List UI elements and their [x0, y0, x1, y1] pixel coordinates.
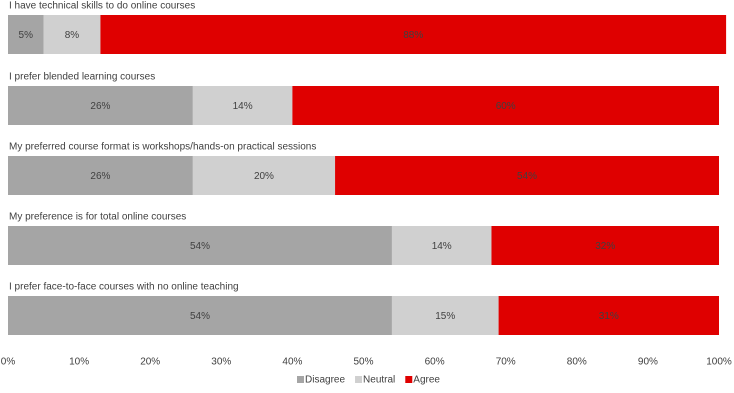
x-tick-label: 60% — [425, 357, 445, 368]
value-label: 26% — [90, 171, 110, 182]
bar-segment — [8, 15, 44, 54]
x-tick-label: 0% — [1, 357, 16, 368]
legend-label: Disagree — [305, 375, 345, 386]
x-tick-label: 70% — [496, 357, 516, 368]
legend-swatch — [405, 376, 413, 383]
value-label: 15% — [435, 311, 455, 322]
x-tick-label: 90% — [638, 357, 658, 368]
x-tick-label: 50% — [353, 357, 373, 368]
bar-segment — [8, 226, 392, 265]
value-label: 54% — [190, 241, 210, 252]
bar-segment — [391, 226, 492, 265]
value-label: 32% — [595, 241, 615, 252]
value-label: 54% — [517, 171, 537, 182]
bar-segment — [335, 156, 719, 195]
bar-segment — [192, 86, 293, 125]
x-tick-label: 20% — [140, 357, 160, 368]
category-label: I prefer face-to-face courses with no on… — [9, 282, 239, 293]
value-label: 8% — [65, 30, 80, 41]
category-label: I have technical skills to do online cou… — [9, 1, 195, 12]
bar-segment — [192, 156, 336, 195]
value-label: 31% — [599, 311, 619, 322]
x-tick-label: 40% — [282, 357, 302, 368]
value-label: 5% — [19, 30, 34, 41]
bar-segment — [498, 296, 719, 335]
legend-swatch — [297, 376, 304, 383]
bar-segment — [100, 15, 727, 54]
x-tick-label: 100% — [706, 357, 732, 368]
x-tick-label: 10% — [69, 357, 89, 368]
bar-segment — [43, 15, 101, 54]
value-label: 88% — [403, 30, 423, 41]
value-label: 54% — [190, 311, 210, 322]
legend-label: Agree — [413, 375, 440, 386]
x-tick-label: 30% — [211, 357, 231, 368]
value-label: 60% — [496, 101, 516, 112]
value-label: 20% — [254, 171, 274, 182]
bar-segment — [391, 296, 499, 335]
category-label: I prefer blended learning courses — [9, 72, 155, 83]
value-label: 26% — [90, 101, 110, 112]
bar-segment — [8, 296, 392, 335]
value-label: 14% — [233, 101, 253, 112]
bar-segment — [8, 156, 193, 195]
category-label: My preferred course format is workshops/… — [9, 142, 316, 153]
legend-swatch — [355, 376, 363, 383]
legend-label: Neutral — [363, 375, 395, 386]
x-tick-label: 80% — [567, 357, 587, 368]
category-label: My preference is for total online course… — [9, 212, 186, 223]
bar-segment — [491, 226, 719, 265]
value-label: 14% — [432, 241, 452, 252]
bar-segment — [292, 86, 719, 125]
bar-segment — [8, 86, 193, 125]
